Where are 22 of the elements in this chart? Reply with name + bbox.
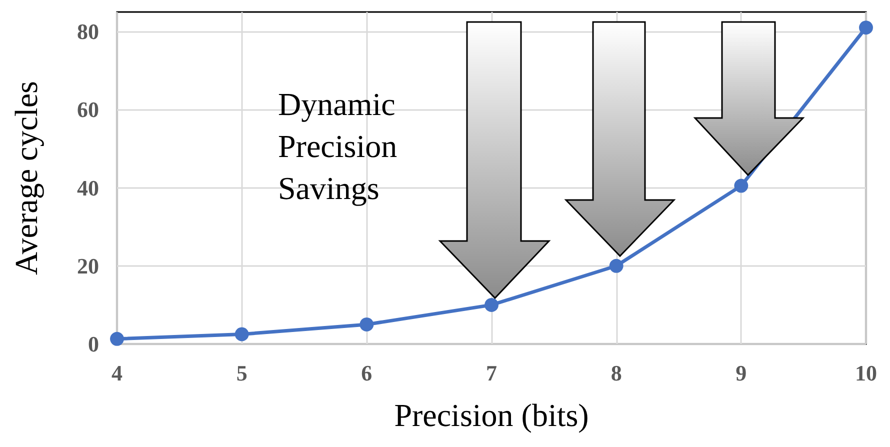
point [360, 317, 374, 332]
point [110, 332, 124, 346]
annotation: Dynamic Precision Savings [278, 86, 398, 206]
y-axis-title: Average cycles [8, 81, 44, 275]
y-tick-label: 40 [77, 175, 99, 200]
x-tick-label: 9 [736, 360, 747, 386]
point [484, 298, 498, 312]
x-axis-title: Precision (bits) [394, 397, 589, 433]
point [859, 20, 873, 35]
point [234, 327, 249, 342]
x-tick-label: 8 [610, 360, 622, 386]
y-tick-label: 0 [88, 332, 99, 356]
y-tick-label: 20 [77, 253, 99, 278]
y-tick-label: 80 [77, 19, 99, 44]
y-tick-label: 60 [77, 97, 99, 122]
x-tick-label: 5 [236, 360, 248, 386]
x-tick-label: 10 [855, 360, 877, 386]
point [734, 178, 748, 193]
x-tick-label: 6 [361, 360, 372, 386]
x-tick-label: 4 [112, 360, 122, 386]
x-tick-label: 7 [486, 360, 497, 386]
point [609, 258, 624, 273]
